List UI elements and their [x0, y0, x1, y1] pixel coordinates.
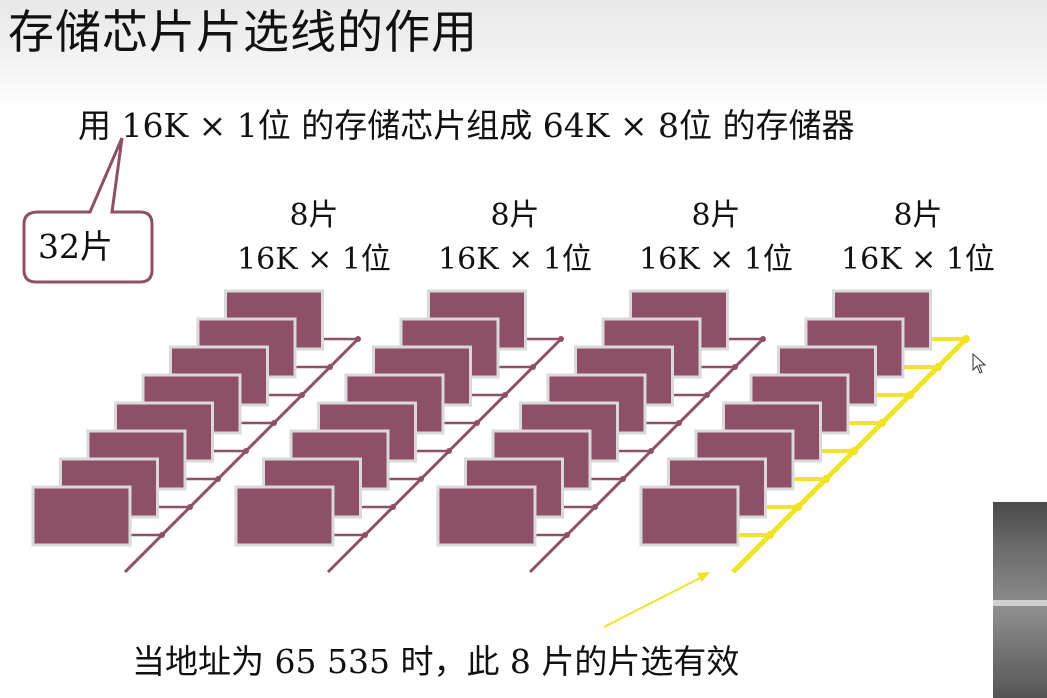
cursor-arrow-icon — [972, 353, 987, 374]
bus-junction-dot — [648, 448, 654, 454]
bus-junction-dot — [962, 335, 970, 343]
bus-junction-dot — [794, 503, 802, 511]
bus-junction-dot — [299, 392, 305, 398]
bus-junction-dot — [704, 392, 710, 398]
group-count: 8片 — [893, 198, 943, 233]
group-count: 8片 — [691, 198, 741, 233]
bus-junction-dot — [159, 532, 165, 538]
bus-junction-dot — [187, 504, 193, 510]
bus-junction-dot — [243, 448, 249, 454]
bus-junction-dot — [906, 391, 914, 399]
group-label-4: 8片 16K × 1位 — [818, 194, 1018, 282]
bus-junction-dot — [558, 336, 564, 342]
bus-junction-dot — [760, 336, 766, 342]
bus-junction-dot — [766, 531, 774, 539]
bus-junction-dot — [474, 420, 480, 426]
bus-junction-dot — [390, 504, 396, 510]
bus-junction-dot — [418, 476, 424, 482]
bus-junction-dot — [502, 392, 508, 398]
group-spec: 16K × 1位 — [438, 242, 592, 277]
group-spec: 16K × 1位 — [237, 242, 391, 277]
group-spec: 16K × 1位 — [841, 242, 995, 277]
caption: 当地址为 65 535 时，此 8 片的片选有效 — [132, 642, 740, 681]
callout-bubble — [22, 137, 154, 284]
group-spec: 16K × 1位 — [639, 242, 793, 277]
memory-chip — [639, 485, 740, 547]
bus-junction-dot — [934, 363, 942, 371]
video-shelf — [993, 600, 1047, 606]
group-label-1: 8片 16K × 1位 — [214, 194, 414, 282]
pointer-arrow — [603, 576, 703, 628]
bus-junction-dot — [850, 447, 858, 455]
bus-junction-dot — [355, 336, 361, 342]
memory-chip — [31, 485, 132, 547]
bus-junction-dot — [215, 476, 221, 482]
pointer-arrowhead — [697, 572, 710, 582]
bus-junction-dot — [530, 364, 536, 370]
bus-junction-dot — [327, 364, 333, 370]
group-label-3: 8片 16K × 1位 — [616, 194, 816, 282]
slide-title: 存储芯片片选线的作用 — [8, 5, 478, 59]
bus-junction-dot — [446, 448, 452, 454]
callout-text: 32片 — [38, 227, 113, 266]
bus-junction-dot — [822, 475, 830, 483]
memory-chip — [234, 485, 335, 547]
presenter-video-thumbnail — [993, 502, 1047, 698]
bus-junction-dot — [592, 504, 598, 510]
bus-junction-dot — [878, 419, 886, 427]
bus-junction-dot — [620, 476, 626, 482]
bus-junction-dot — [271, 420, 277, 426]
bus-junction-dot — [676, 420, 682, 426]
group-count: 8片 — [490, 198, 540, 233]
memory-chip — [436, 485, 537, 547]
group-count: 8片 — [289, 198, 339, 233]
bus-junction-dot — [362, 532, 368, 538]
group-label-2: 8片 16K × 1位 — [415, 194, 615, 282]
slide-subtitle: 用 16K × 1位 的存储芯片组成 64K × 8位 的存储器 — [78, 106, 855, 145]
bus-junction-dot — [564, 532, 570, 538]
bus-junction-dot — [732, 364, 738, 370]
